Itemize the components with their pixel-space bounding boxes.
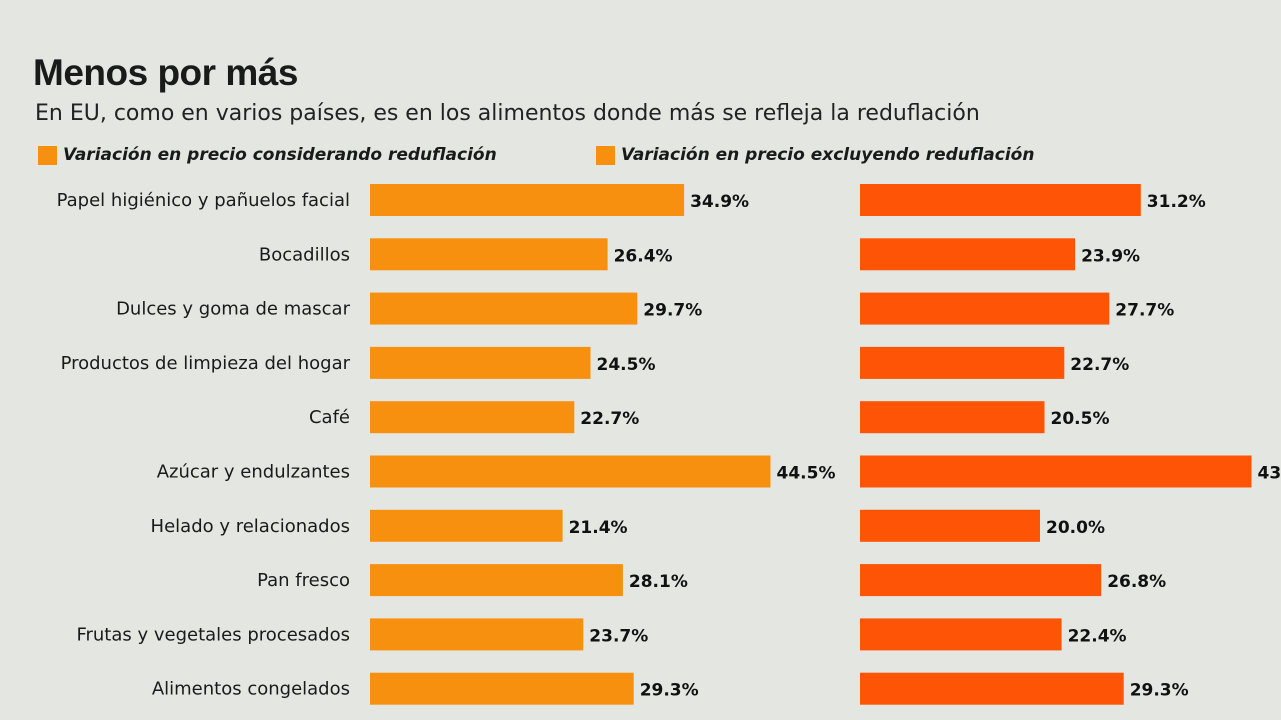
bar-excluding: [860, 401, 1045, 434]
value-label-excluding: 22.4%: [1068, 626, 1127, 646]
value-label-considering: 23.7%: [589, 626, 648, 646]
value-label-considering: 34.9%: [690, 192, 749, 212]
category-label: Papel higiénico y pañuelos facial: [57, 190, 350, 211]
legend-label-excluding: Variación en precio excluyendo reduflaci…: [621, 145, 1035, 165]
chart-title: Menos por más: [33, 52, 298, 93]
bar-excluding: [860, 509, 1040, 542]
value-label-considering: 44.5%: [777, 464, 836, 484]
bar-considering: [370, 184, 685, 216]
category-label: Helado y relacionados: [151, 516, 350, 537]
bar-considering: [370, 401, 575, 434]
bar-considering: [370, 564, 623, 597]
bar-excluding: [860, 672, 1124, 705]
bar-considering: [370, 455, 771, 488]
value-label-considering: 29.7%: [643, 301, 702, 321]
bar-excluding: [860, 184, 1141, 216]
bar-considering: [370, 618, 584, 651]
category-label: Bocadillos: [259, 244, 350, 265]
value-label-excluding: 31.2%: [1147, 192, 1206, 212]
value-label-considering: 22.7%: [580, 409, 639, 429]
bar-excluding: [860, 564, 1102, 597]
bar-excluding: [860, 618, 1062, 651]
category-label: Azúcar y endulzantes: [157, 462, 350, 483]
value-label-excluding: 27.7%: [1115, 301, 1174, 321]
category-label: Pan fresco: [257, 570, 350, 591]
category-label: Productos de limpieza del hogar: [61, 353, 351, 374]
category-label: Frutas y vegetales procesados: [76, 624, 350, 645]
value-label-considering: 29.3%: [640, 681, 699, 701]
value-label-considering: 24.5%: [597, 355, 656, 375]
value-label-excluding: 43.: [1258, 464, 1281, 484]
value-label-considering: 21.4%: [569, 518, 628, 538]
value-label-excluding: 23.9%: [1081, 246, 1140, 266]
bar-considering: [370, 346, 591, 379]
value-label-excluding: 20.5%: [1051, 409, 1110, 429]
bar-considering: [370, 292, 638, 325]
value-label-excluding: 29.3%: [1130, 681, 1189, 701]
bar-excluding: [860, 346, 1065, 379]
bar-excluding: [860, 238, 1076, 271]
value-label-considering: 26.4%: [614, 246, 673, 266]
bar-considering: [370, 238, 608, 271]
legend-swatch-considering: [38, 145, 57, 165]
bar-excluding: [860, 292, 1110, 325]
value-label-excluding: 26.8%: [1107, 572, 1166, 592]
legend-swatch-excluding: [596, 145, 615, 165]
value-label-excluding: 20.0%: [1046, 518, 1105, 538]
category-label: Dulces y goma de mascar: [116, 299, 351, 320]
chart-subtitle: En EU, como en varios países, es en los …: [35, 101, 980, 126]
bar-excluding: [860, 455, 1252, 488]
bar-considering: [370, 509, 563, 542]
category-label: Alimentos congelados: [152, 679, 350, 700]
value-label-excluding: 22.7%: [1070, 355, 1129, 375]
legend-label-considering: Variación en precio considerando redufla…: [63, 145, 497, 165]
value-label-considering: 28.1%: [629, 572, 688, 592]
bar-considering: [370, 672, 634, 705]
legend-item-excluding: Variación en precio excluyendo reduflaci…: [596, 143, 1034, 167]
category-label: Café: [309, 407, 350, 428]
legend-item-considering: Variación en precio considerando redufla…: [38, 143, 497, 167]
